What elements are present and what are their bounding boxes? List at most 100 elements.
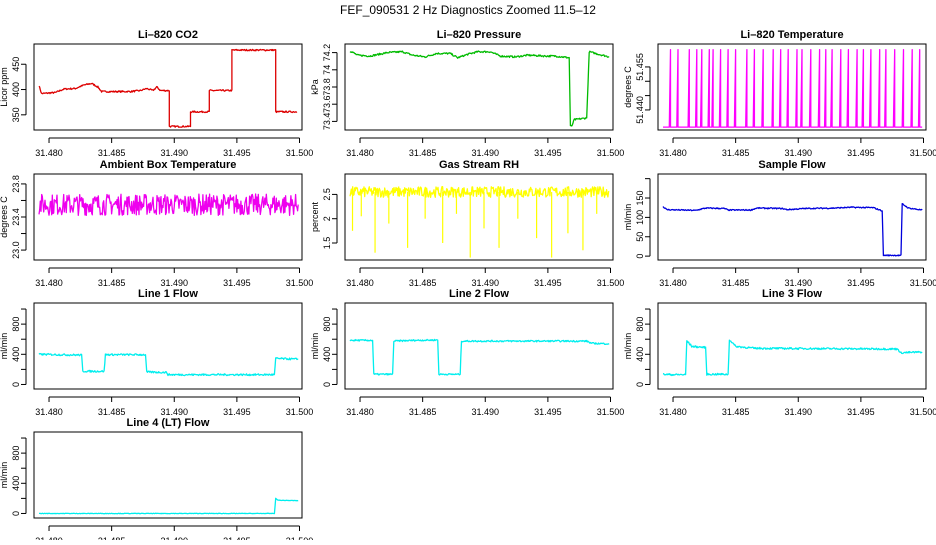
y-tick-label: 0 [11, 511, 21, 516]
series-line [349, 338, 610, 376]
x-tick-label: 31.500 [286, 148, 314, 158]
panel-title: Line 3 Flow [762, 288, 822, 300]
y-tick-label: 2.5 [322, 188, 332, 201]
y-tick-label: 51.455 [635, 53, 645, 81]
series-line [38, 352, 299, 377]
x-tick-label: 31.495 [534, 148, 562, 158]
panel-title: Sample Flow [758, 159, 826, 171]
x-tick-label: 31.500 [910, 278, 936, 288]
y-axis-label: degrees C [0, 196, 9, 238]
panel-title: Ambient Box Temperature [100, 159, 237, 171]
y-tick-label: 74 [322, 65, 332, 75]
x-tick-label: 31.485 [722, 278, 750, 288]
plot-frame [33, 43, 303, 131]
panel-10: Line 4 (LT) Flow 31.480 31.485 31.490 31.495… [0, 417, 314, 545]
y-tick-label: 400 [322, 347, 332, 362]
y-tick-label: 50 [635, 232, 645, 242]
x-tick-label: 31.490 [471, 148, 499, 158]
plot-frame [33, 173, 303, 261]
y-tick-label: 450 [11, 57, 21, 72]
x-tick-label: 31.480 [35, 148, 63, 158]
x-tick-label: 31.485 [409, 148, 437, 158]
y-tick-label: 2 [322, 216, 332, 221]
panel-title: Li–820 Pressure [437, 29, 521, 41]
x-tick-label: 31.500 [597, 148, 625, 158]
x-tick-label: 31.480 [659, 407, 687, 417]
y-tick-label: 400 [11, 476, 21, 491]
y-tick-label: 0 [635, 382, 645, 387]
series-line [39, 497, 299, 515]
y-axis-label: degrees C [623, 66, 633, 108]
plot-frame [344, 173, 614, 261]
series-line [663, 49, 923, 128]
x-tick-label: 31.490 [784, 278, 812, 288]
x-tick-label: 31.480 [35, 536, 63, 540]
x-tick-label: 31.490 [784, 407, 812, 417]
panel-title: Line 4 (LT) Flow [127, 417, 210, 429]
x-tick-label: 31.495 [223, 148, 251, 158]
panel-title: Line 1 Flow [138, 288, 198, 300]
panel-6: Sample Flow 31.480 31.485 31.490 31.495 31.50… [623, 159, 936, 288]
y-axis-label: ml/min [310, 333, 320, 360]
x-tick-label: 31.485 [409, 407, 437, 417]
x-tick-label: 31.490 [160, 278, 188, 288]
plot-frame [344, 302, 614, 390]
y-tick-label: 350 [11, 107, 21, 122]
y-tick-label: 1.5 [322, 237, 332, 250]
plot-frame [657, 302, 927, 390]
y-tick-label: 73.8 [322, 78, 332, 96]
y-tick-label: 23.4 [11, 208, 21, 226]
x-tick-label: 31.480 [35, 407, 63, 417]
x-tick-label: 31.495 [847, 278, 875, 288]
panel-4: Ambient Box Temperature 31.480 31.485 31.49… [0, 159, 313, 288]
y-axis-label: kPa [310, 79, 320, 95]
x-tick-label: 31.500 [597, 278, 625, 288]
x-tick-label: 31.480 [346, 407, 374, 417]
panel-title: Li–820 Temperature [740, 29, 843, 41]
x-tick-label: 31.485 [722, 148, 750, 158]
y-axis-label: ml/min [0, 462, 9, 489]
panel-8: Line 2 Flow 31.480 31.485 31.490 31.495 31.50… [310, 288, 624, 417]
x-tick-label: 31.495 [847, 148, 875, 158]
series-line [38, 193, 299, 216]
y-tick-label: 0 [322, 382, 332, 387]
x-tick-label: 31.495 [534, 278, 562, 288]
plot-frame [33, 431, 303, 519]
series-line [349, 185, 610, 198]
plot-frame [344, 43, 614, 131]
x-tick-label: 31.500 [286, 407, 314, 417]
x-tick-label: 31.490 [160, 148, 188, 158]
y-tick-label: 100 [635, 210, 645, 225]
x-tick-label: 31.500 [910, 148, 936, 158]
panel-5: Gas Stream RH 31.480 31.485 31.490 31.495 31.… [310, 159, 624, 288]
series-line [38, 48, 298, 128]
series-line [662, 339, 923, 377]
panel-7: Line 1 Flow 31.480 31.485 31.490 31.495 31.50… [0, 288, 313, 417]
y-tick-label: 23.0 [11, 241, 21, 259]
panel-3: Li–820 Temperature 31.480 31.485 31.490 31.4… [623, 29, 936, 158]
series-line [662, 202, 923, 257]
y-tick-label: 23.8 [11, 175, 21, 193]
y-tick-label: 800 [11, 317, 21, 332]
x-tick-label: 31.500 [286, 536, 314, 540]
x-tick-label: 31.480 [659, 148, 687, 158]
y-tick-label: 0 [635, 254, 645, 259]
y-axis-label: ml/min [623, 333, 633, 360]
x-tick-label: 31.500 [910, 407, 936, 417]
y-tick-label: 400 [11, 82, 21, 97]
x-tick-label: 31.495 [534, 407, 562, 417]
x-tick-label: 31.490 [160, 407, 188, 417]
panel-1: Li–820 CO2 31.480 31.485 31.490 31.495 31.500… [0, 29, 313, 158]
x-tick-label: 31.495 [847, 407, 875, 417]
x-tick-label: 31.500 [286, 278, 314, 288]
y-tick-label: 800 [635, 317, 645, 332]
y-tick-label: 73.6 [322, 95, 332, 113]
x-tick-label: 31.485 [98, 536, 126, 540]
panel-title: Line 2 Flow [449, 288, 509, 300]
y-tick-label: 800 [11, 446, 21, 461]
x-tick-label: 31.480 [346, 278, 374, 288]
x-tick-label: 31.480 [346, 148, 374, 158]
plot-frame [33, 302, 303, 390]
